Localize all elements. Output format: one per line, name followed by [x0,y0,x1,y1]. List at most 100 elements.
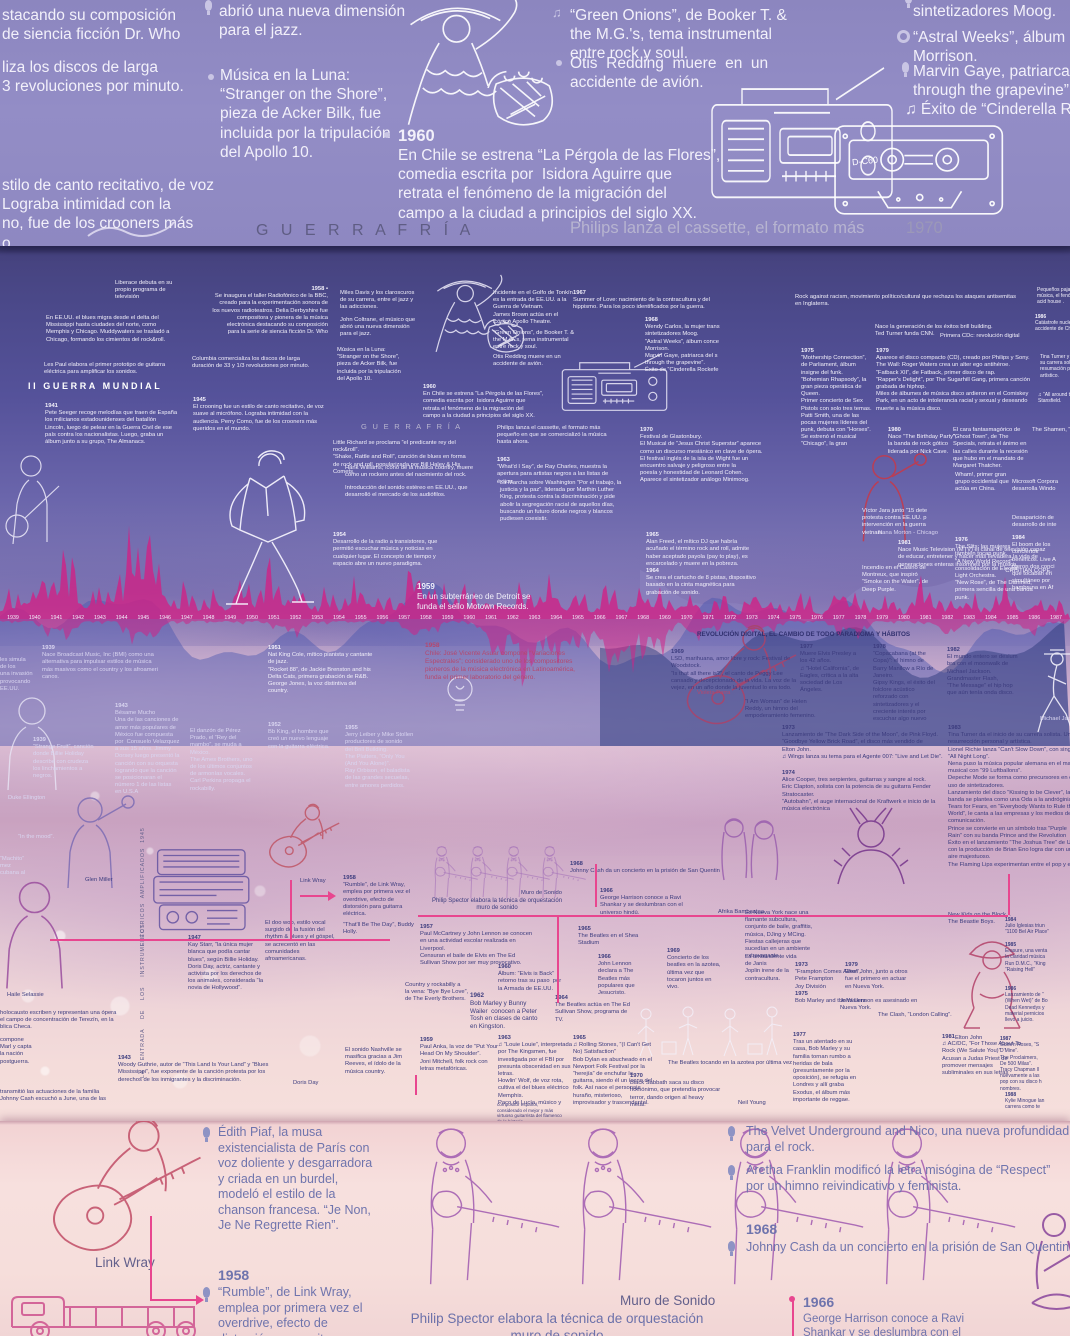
text-block: Desaparición de desarrollo de inte [1012,515,1057,529]
year-label: 1985 [1006,615,1019,621]
text-block: Les Paul elabora el primer prototipo de … [44,362,166,376]
text-block: Microsoft Corpora desarrolla Windo [1012,479,1059,493]
text-block: 1963 “What'd I Say”, de Ray Charles, mues… [497,457,609,485]
text-block: holocausto escriben y representan una óp… [0,1010,117,1031]
mic-icon [205,0,212,15]
text-block: 1943 Bésame Mucho Una de las canciones de a… [115,703,180,796]
text-block: 1958 • Se inaugura el taller Radiofónico … [212,286,328,336]
text-block: 1984 El boom de los conciertos benéficos. L… [1012,535,1056,592]
year-label: 1966 [593,615,606,621]
connector-line [418,915,1008,917]
text-block: liza los discos de larga 3 revoluciones p… [2,59,184,96]
text-block: ♫ Éxito de “Cinderella Rockef [905,101,1070,118]
text-block: 1960 Álbum: “Elvis is Back” retorno tras s… [498,964,562,992]
year-label: 1969 [658,615,671,621]
cold-war-heading: G U E R R A F R Í A [361,422,462,431]
text-block: 1966 [803,1294,835,1310]
text-block: Liberace debuta en su propio programa de t… [115,280,173,301]
text-block: “I Am Woman” de Helen Reddy, un himno del… [745,699,816,720]
year-label: 1968 [637,615,650,621]
text-block: Johnny Cash da un concierto en la prisió… [746,1240,1070,1254]
zoom-inset-top: G U E R R A F R Í A Philips lanza el cas… [0,0,1070,246]
year-label: 1982 [941,615,954,621]
text-block: 1988 Kylie Minogue lan carrera como te [1005,1092,1045,1111]
year-label: 1962 [506,615,519,621]
text-block: les simula de los una invasión provocando EE… [0,657,33,692]
text-block: 1968 [746,1221,778,1237]
text-block: Muro de Sonido [620,1293,716,1308]
year-label: 1954 [333,615,345,621]
text-block: Philip Spector elabora la técnica de orq… [431,898,563,912]
text-block: En Chile se estrena “La Pérgola de las F… [398,147,721,222]
text-block: compone Marl y capta la nación postguerra. [0,1037,32,1065]
dot-icon [208,74,214,80]
text-block: Música en la Luna: “Stranger on the Shore… [220,67,391,161]
text-block: The Shamen, “Eb [1032,427,1070,433]
text-block: “That'll Be The Day”, Buddy Holly. [343,922,414,936]
mic-icon [905,0,912,8]
text-block: Es Nueva York nace una flamante subcultur… [745,910,813,960]
text-block: El sonido Nashville se masifica gracias a… [345,1047,403,1075]
text-block: Música en la Luna: “Stranger on the Shore… [337,347,401,382]
mic-icon [728,1241,735,1256]
connector-line [290,880,292,939]
cassette-tape-illustration [834,125,1004,215]
text-block: 1981 Nace Music Television (MTV) el canal… [898,540,1046,568]
text-block: 1975 “Mothership Connection”, de Parliamen… [801,348,872,448]
text-block: ♫ “All around the wStansfield. [1038,392,1070,405]
text-block: 1955 Jerry Leiber y Mike Stollen productor… [345,725,414,789]
text-block: 1982 El mundo entero se deslum bra con el … [947,647,1018,697]
text-block: El cara fantasmagórico de “Ghost Town”, d… [953,427,1028,469]
text-block: Neil Young [738,1100,766,1106]
year-label: 1945 [137,615,150,621]
beatles-rooftop-illustration [637,1006,783,1057]
text-block: Pequeños pajaritmúsica, el fenómacid hou… [1037,287,1070,306]
arrowhead-icon [196,1295,204,1305]
text-block: 1966 George Harrison conoce a Ravi Shankar… [600,888,683,916]
dot-icon [384,132,390,138]
text-block: The Beatles tocando en la azotea por últ… [668,1060,793,1066]
text-block: The Clash, “London Calling”. [878,1012,952,1018]
ravi-shankar-illustration [1031,1213,1070,1310]
year-label: 1957 [398,615,411,621]
text-block: George Harrison conoce a Ravi Shankar y s… [803,1313,965,1336]
text-block: 1964 Se crea el cartucho de 8 pistas, dis… [646,568,756,596]
text-block: 1984 Julio Iglesias triun “1100 Bel Air Pl… [1005,917,1049,936]
text-block: Country y rockabilly a la vena: “Bye Bye … [405,982,469,1003]
text-block: 1941 Pete Seeger recoge melodías que trae… [45,403,178,445]
connector-line [300,895,328,897]
text-block: Haile Selassie [7,992,44,998]
connector-line [150,1216,152,1301]
text-block: La Marcha sobre Washington “Por el traba… [500,480,622,522]
text-block: 1965 The Beatles en el Shea Stadium [578,926,639,947]
year-label: 1984 [984,615,997,621]
text-block: 1983 Tina Turner da el inicio de su carre… [948,725,1070,868]
text-block: Doris Day [293,1080,319,1086]
text-block: Incidente en el Golfo de Tonkín es la ent… [493,290,573,311]
text-block: Link Wray [95,1255,155,1270]
year-label: 1946 [159,615,171,621]
text-block: Édith Piaf, la musa existencialista de Pa… [218,1125,373,1232]
connector-line [557,915,559,1003]
horned-dancer-illustration [833,807,909,885]
text-block: Philips lanza el cassette, el formato má… [497,425,607,446]
janis-joplin-illustration [721,818,779,881]
text-block: La ambivalente vida de Janis Joplin irene … [745,954,797,982]
text-block: 1960 En Chile se estrena “La Pérgola de l… [423,384,544,419]
text-block: LA ENTRADA DE LOS INSTRUMENTOS [140,923,146,1078]
text-block: 1987 Guns'n Roses, “S D'Mine”. The Proclaim… [1000,1036,1042,1092]
text-block: 1963 ♫ “Louie Louie”, interpretada por The… [498,1035,572,1106]
text-block: 1952 Bb King, el hombre que creó un nuevo … [268,722,330,750]
year-label: 1964 [550,615,563,621]
text-block: 1973 Lanzamiento de “The Dark Side of the… [782,725,943,760]
text-block: En EE.UU. el blues migra desde el delta … [46,315,170,343]
text-block: 1979 Aparece el disco compacto (CD), crea… [876,348,1031,412]
text-block: Hank Williams, ícono de la música countr… [345,465,474,479]
text-block: 1958 “Rumble”, de Link Wray, emplea por pr… [343,875,411,917]
zoom-inset-bottom: Philip Spector elabora la técnica de orq… [0,1121,1070,1336]
text-block: El danzón de Pérez Prado, el “Rey del mamb… [190,728,253,792]
connector-line [150,1299,196,1301]
text-block: compositor español, considerado el mejor … [497,1102,562,1121]
phil-spector-caption: Philip Spector elabora la técnica de orq… [410,1311,704,1336]
year-label: 1980 [898,615,910,621]
